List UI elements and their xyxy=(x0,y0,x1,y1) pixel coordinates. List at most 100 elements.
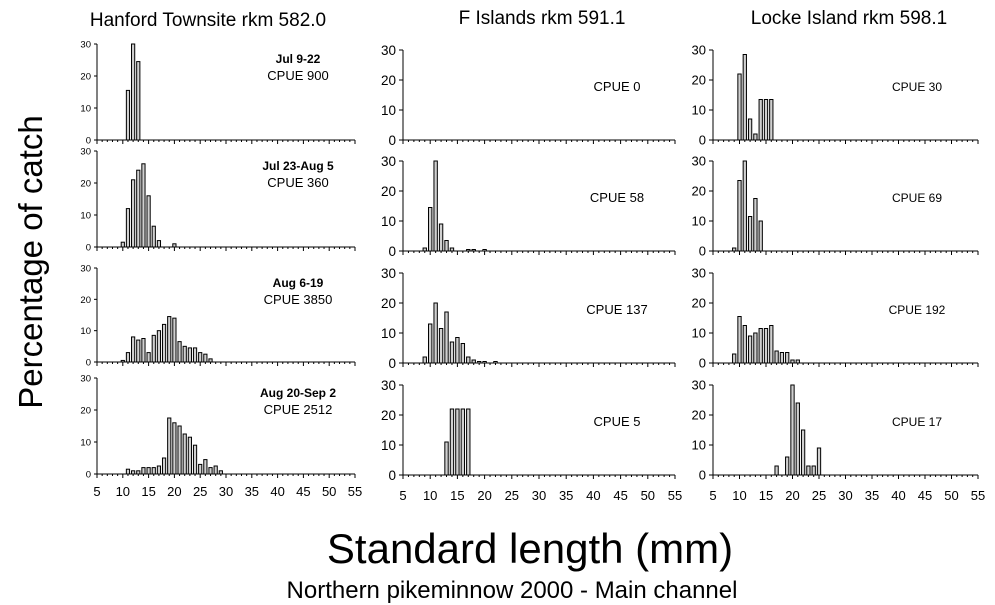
bar-c1r1 xyxy=(444,240,449,252)
bar-c0r1 xyxy=(136,169,141,248)
cpue-label-c2r3: CPUE 17 xyxy=(892,415,942,429)
bar-c0r1 xyxy=(120,241,125,248)
bar-c2r2 xyxy=(779,352,785,364)
y-tick-label-c0r1: 30 xyxy=(80,146,91,157)
bar-c1r2 xyxy=(428,323,433,364)
x-tick-label-c1: 20 xyxy=(477,488,491,503)
y-tick-label-c0r2: 10 xyxy=(80,326,91,337)
x-tick-label-c2: 25 xyxy=(812,488,826,503)
bar-c0r2 xyxy=(161,323,167,363)
y-tick-label-c0r3: 10 xyxy=(80,437,91,448)
x-tick-label-c0: 55 xyxy=(348,484,362,499)
x-tick-label-c1: 45 xyxy=(613,488,627,503)
y-tick-label-c1r1: 30 xyxy=(381,154,396,169)
y-tick-label-c0r2: 0 xyxy=(86,357,91,368)
bar-c2r2 xyxy=(732,353,737,364)
cpue-label-c0r1: CPUE 360 xyxy=(267,175,328,190)
bar-c0r2 xyxy=(187,347,192,363)
bar-c0r2 xyxy=(156,330,162,363)
bar-c2r3 xyxy=(795,402,800,476)
bar-c0r3 xyxy=(182,433,187,475)
y-axis-label: Percentage of catch xyxy=(12,115,49,409)
bar-c0r2 xyxy=(151,334,156,363)
y-tick-label-c2r2: 30 xyxy=(692,266,706,281)
y-tick-label-c1r2: 10 xyxy=(381,326,396,341)
y-tick-label-c2r0: 10 xyxy=(692,103,706,118)
bar-c2r2 xyxy=(753,332,758,364)
y-tick-label-c2r3: 0 xyxy=(699,468,706,483)
bar-c0r0 xyxy=(136,61,141,141)
period-label-c0r2: Aug 6-19 xyxy=(273,276,324,290)
bar-c0r3 xyxy=(167,417,172,475)
bar-c1r2 xyxy=(476,361,482,364)
x-tick-label-c0: 40 xyxy=(270,484,284,499)
bar-c1r2 xyxy=(444,311,449,364)
bar-c0r2 xyxy=(208,358,213,363)
y-tick-label-c2r0: 30 xyxy=(692,43,706,58)
bar-c1r1 xyxy=(449,247,455,252)
bar-c2r0 xyxy=(742,54,747,141)
bar-c2r3 xyxy=(774,465,779,476)
bar-c1r3 xyxy=(460,408,466,476)
bar-c0r3 xyxy=(203,459,208,475)
bar-c0r2 xyxy=(182,345,187,363)
bar-c1r1 xyxy=(422,247,427,252)
bar-c2r2 xyxy=(747,335,753,364)
bar-c2r2 xyxy=(758,328,763,364)
bar-c2r1 xyxy=(742,160,747,252)
bar-c0r2 xyxy=(177,341,182,363)
bar-c0r2 xyxy=(172,317,177,363)
period-label-c0r1: Jul 23-Aug 5 xyxy=(262,159,334,173)
x-tick-label-c0: 25 xyxy=(193,484,207,499)
bar-c0r1 xyxy=(156,240,162,248)
x-tick-label-c1: 30 xyxy=(532,488,546,503)
bar-c1r1 xyxy=(438,223,444,252)
bar-c0r1 xyxy=(141,163,146,248)
bar-c2r3 xyxy=(806,465,811,476)
y-tick-label-c1r2: 30 xyxy=(381,266,396,281)
x-tick-label-c0: 35 xyxy=(245,484,259,499)
bar-c1r2 xyxy=(422,356,427,364)
y-tick-label-c1r1: 10 xyxy=(381,214,396,229)
cpue-label-c2r0: CPUE 30 xyxy=(892,80,942,94)
bar-c2r2 xyxy=(790,359,795,364)
y-tick-label-c2r1: 20 xyxy=(692,184,706,199)
bar-c1r3 xyxy=(466,408,471,476)
x-tick-label-c1: 10 xyxy=(423,488,437,503)
x-tick-label-c0: 50 xyxy=(322,484,336,499)
y-tick-label-c2r2: 0 xyxy=(699,356,706,371)
y-tick-label-c2r3: 20 xyxy=(692,408,706,423)
cpue-label-c1r0: CPUE 0 xyxy=(594,79,641,94)
x-tick-label-c2: 10 xyxy=(732,488,746,503)
bar-c1r1 xyxy=(433,160,438,252)
column-title-f-islands: F Islands rkm 591.1 xyxy=(459,8,626,29)
bar-c2r1 xyxy=(758,220,763,252)
y-tick-label-c1r0: 20 xyxy=(381,73,396,88)
bar-c0r2 xyxy=(125,352,131,363)
y-tick-label-c1r0: 10 xyxy=(381,103,396,118)
cpue-label-c0r3: CPUE 2512 xyxy=(264,402,333,417)
bar-c2r2 xyxy=(795,359,800,364)
y-tick-label-c2r1: 0 xyxy=(699,244,706,259)
bar-c1r2 xyxy=(460,343,466,364)
bar-c2r0 xyxy=(758,99,763,141)
bar-c0r2 xyxy=(120,359,125,363)
x-tick-label-c2: 20 xyxy=(785,488,799,503)
bar-c0r0 xyxy=(131,43,136,141)
bar-c2r2 xyxy=(774,350,779,364)
bar-c2r3 xyxy=(816,447,822,476)
bar-c0r2 xyxy=(136,339,141,363)
x-tick-label-c1: 15 xyxy=(450,488,464,503)
x-tick-label-c2: 35 xyxy=(865,488,879,503)
y-tick-label-c0r2: 30 xyxy=(80,263,91,274)
y-tick-label-c0r0: 10 xyxy=(80,103,91,114)
x-axis-label: Standard length (mm) xyxy=(327,525,733,572)
bar-c0r1 xyxy=(151,225,156,248)
bar-c0r3 xyxy=(198,463,203,475)
bar-c0r1 xyxy=(146,195,151,248)
bar-c0r1 xyxy=(172,243,177,248)
bar-c0r0 xyxy=(125,89,131,141)
x-tick-label-c1: 40 xyxy=(586,488,600,503)
period-label-c0r3: Aug 20-Sep 2 xyxy=(260,386,336,400)
